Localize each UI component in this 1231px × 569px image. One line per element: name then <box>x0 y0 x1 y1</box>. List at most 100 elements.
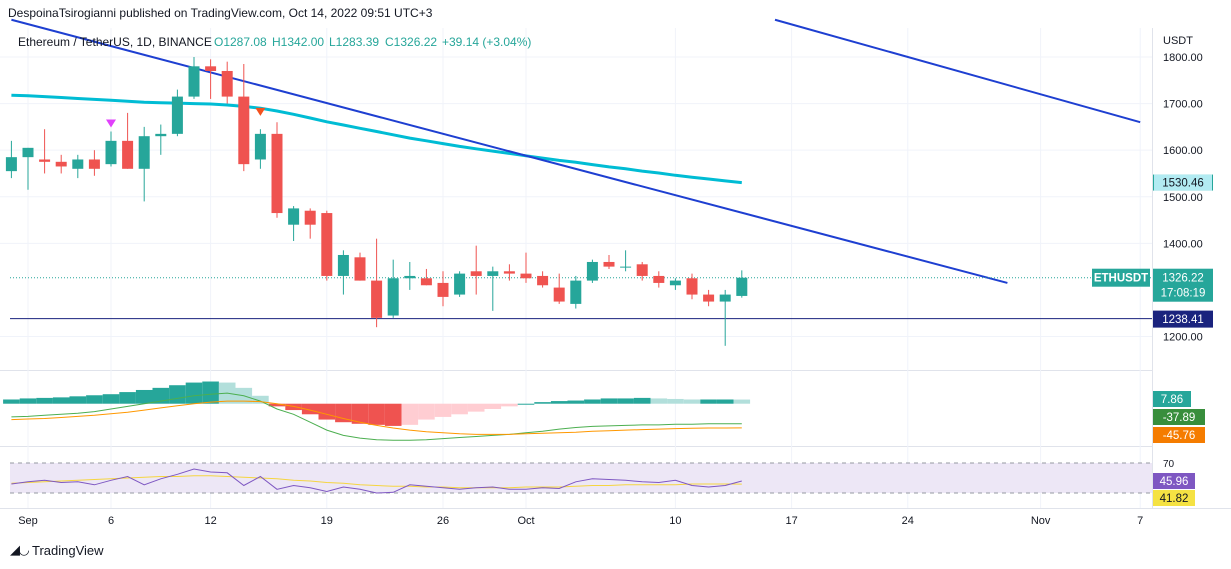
candle-body <box>470 271 482 276</box>
macd-histogram-bar <box>550 401 568 404</box>
y-tick-label: 1500.00 <box>1163 192 1203 204</box>
change-value: +39.14 (+3.04%) <box>442 35 531 49</box>
y-tick-label: 1400.00 <box>1163 238 1203 250</box>
candle <box>636 261 648 281</box>
ma-price-label: 1530.46 <box>1162 178 1204 190</box>
macd-histogram-bar <box>700 399 717 404</box>
axes: USDT 1800.00 1700.00 1600.00 1500.00 1400.00 1… <box>18 35 1203 527</box>
candle <box>88 150 100 176</box>
candle <box>703 289 715 307</box>
candle <box>304 208 316 239</box>
trendline-2 <box>774 18 1141 124</box>
signal-up-marker <box>106 119 116 128</box>
macd-histogram-bar <box>617 398 634 404</box>
support-price-label: 1238.41 <box>1162 314 1204 326</box>
macd-histogram-bar <box>484 403 502 409</box>
x-tick-label: 10 <box>669 515 681 527</box>
rsi-tick-label: 70 <box>1163 459 1175 470</box>
x-tick-label: 6 <box>108 515 114 527</box>
rsi-line <box>11 468 742 494</box>
candle-body <box>570 280 582 304</box>
macd-histogram-bar <box>86 395 103 404</box>
candle-body <box>437 282 449 297</box>
candle <box>553 273 565 304</box>
tradingview-logo-icon: ◢◡ <box>10 542 29 557</box>
candle <box>155 124 167 155</box>
rsi-pane <box>10 462 1152 494</box>
candle-body <box>321 213 333 276</box>
signal-value-label: -45.76 <box>1163 430 1196 442</box>
y-tick-label: 1800.00 <box>1163 52 1203 64</box>
candle <box>404 261 416 290</box>
macd-histogram-bar <box>252 395 269 404</box>
candle <box>420 268 432 286</box>
close-value: C1326.22 <box>385 35 437 49</box>
candle <box>354 252 366 281</box>
candle-body <box>271 133 283 214</box>
y-tick-label: 1600.00 <box>1163 145 1203 157</box>
rsi-value-label-bg <box>1153 473 1195 489</box>
candle-body <box>354 257 366 281</box>
candle <box>205 59 217 99</box>
last-price-label: 1326.22 <box>1162 273 1204 285</box>
candle-body <box>55 161 67 167</box>
macd-histogram-bar <box>650 398 668 404</box>
trendlines[interactable] <box>10 18 1152 320</box>
macd-histogram-label-bg <box>1153 391 1191 407</box>
macd-histogram-bar <box>600 398 618 404</box>
candles <box>5 57 748 346</box>
signal-line <box>11 400 742 435</box>
candle <box>271 122 283 218</box>
candle <box>371 238 383 328</box>
candle-body <box>404 275 416 279</box>
candle <box>254 129 266 169</box>
candle <box>470 245 482 295</box>
rsi-ma-value-label: 41.82 <box>1160 493 1189 505</box>
candle-body <box>387 278 399 316</box>
open-value: O1287.08 <box>214 35 267 49</box>
candle-body <box>487 271 499 276</box>
candle-body <box>503 271 515 274</box>
candle-body <box>719 294 731 302</box>
signal-value-label-bg <box>1153 427 1205 443</box>
candle-body <box>122 140 134 169</box>
macd-histogram-bar <box>351 403 369 424</box>
price-axis-title: USDT <box>1163 35 1193 47</box>
macd-histogram-bar <box>268 403 286 407</box>
trendline-1 <box>11 18 1008 284</box>
rsi-ma-value-label-bg <box>1153 490 1195 506</box>
candle <box>122 112 134 169</box>
candle <box>288 206 300 242</box>
candle-body <box>221 70 233 97</box>
macd-line <box>11 392 742 441</box>
candle <box>454 271 466 297</box>
candle <box>171 89 183 137</box>
support-price-label-bg <box>1153 310 1213 328</box>
signal-markers <box>106 107 266 128</box>
macd-histogram-bar <box>517 403 535 405</box>
candle-body <box>205 66 217 71</box>
macd-histogram-bar <box>534 402 551 404</box>
candle-body <box>155 133 167 137</box>
logo-text: TradingView <box>32 542 104 558</box>
x-tick-label: Sep <box>18 515 38 527</box>
candle-body <box>72 159 84 169</box>
x-tick-label: 24 <box>902 515 914 527</box>
candle-body <box>703 294 715 302</box>
macd-histogram-bar <box>451 403 468 415</box>
candle <box>321 210 333 281</box>
rsi-value-label: 45.96 <box>1160 476 1189 488</box>
y-tick-label: 1200.00 <box>1163 332 1203 344</box>
x-tick-label: Oct <box>517 515 534 527</box>
candle <box>221 61 233 104</box>
candle <box>105 131 117 167</box>
macd-histogram-label: 7.86 <box>1161 394 1183 406</box>
candle <box>603 254 615 269</box>
macd-histogram-bar <box>102 394 120 404</box>
candle-body <box>171 96 183 134</box>
macd-histogram-bar <box>667 398 684 404</box>
tradingview-logo[interactable]: ◢◡ TradingView <box>10 542 104 558</box>
macd-histogram-bar <box>301 403 319 415</box>
x-tick-label: 26 <box>437 515 449 527</box>
